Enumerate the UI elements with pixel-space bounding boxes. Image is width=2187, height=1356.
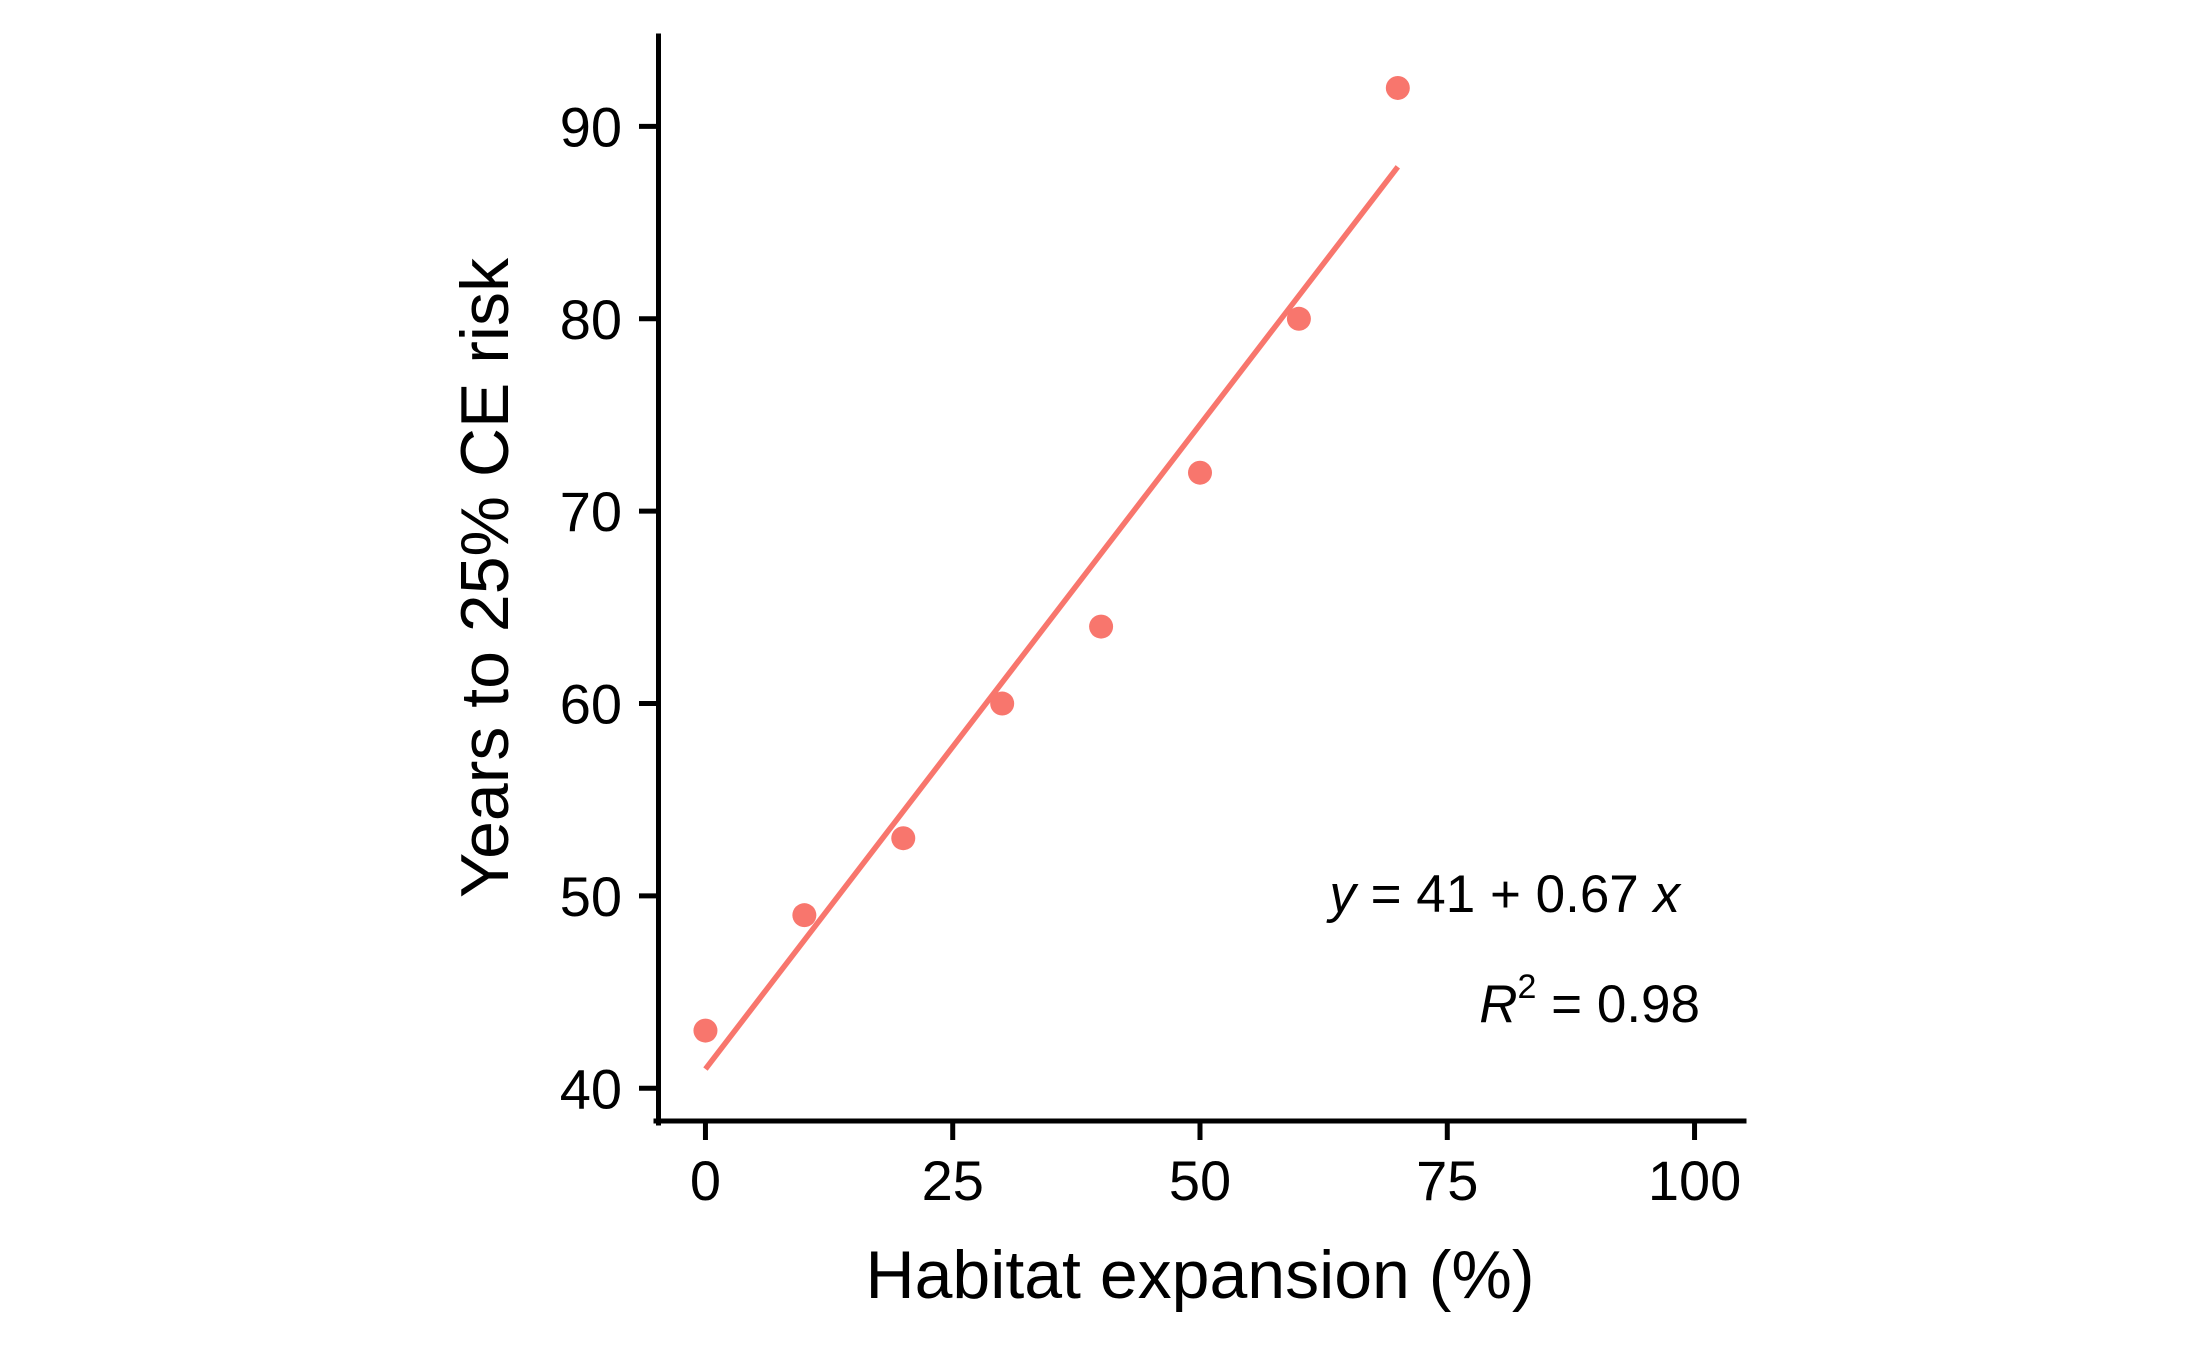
equation-rhs: = 41 + 0.67	[1356, 865, 1654, 924]
equation-x-var: x	[1651, 865, 1683, 924]
regression-equation: y = 41 + 0.67 x	[1326, 865, 1682, 924]
x-tick-label: 75	[1416, 1149, 1478, 1212]
r-squared-exponent: 2	[1518, 968, 1537, 1006]
ticks: 0 25 50 75 100 40 50 60 70 80 90	[560, 95, 1742, 1212]
r-squared-value: = 0.98	[1536, 975, 1700, 1034]
y-tick-label: 60	[560, 673, 622, 736]
y-tick-label: 40	[560, 1057, 622, 1120]
equation-y-var: y	[1326, 865, 1359, 924]
y-tick-label: 50	[560, 865, 622, 928]
data-point	[990, 691, 1015, 716]
data-point	[792, 903, 817, 928]
data-point	[891, 826, 916, 851]
data-point	[1286, 306, 1311, 331]
data-point	[693, 1018, 718, 1043]
x-axis-title: Habitat expansion (%)	[865, 1237, 1534, 1313]
axes	[653, 33, 1747, 1126]
regression-fit-line	[703, 165, 1400, 1071]
y-tick-label: 70	[560, 480, 622, 543]
x-tick-label: 50	[1169, 1149, 1231, 1212]
x-tick-label: 25	[922, 1149, 984, 1212]
r-squared-label: R2 = 0.98	[1479, 968, 1700, 1034]
points	[693, 75, 1410, 1043]
r-squared-symbol: R	[1479, 975, 1517, 1034]
y-tick-label: 80	[560, 288, 622, 351]
data-point	[1385, 75, 1410, 100]
fit-line-layer	[703, 165, 1400, 1071]
data-point	[1188, 460, 1212, 485]
y-tick-label: 90	[560, 95, 622, 158]
x-tick-label: 0	[690, 1149, 721, 1212]
y-axis-title: Years to 25% CE risk	[447, 257, 523, 898]
x-tick-label: 100	[1648, 1149, 1741, 1212]
data-point	[1089, 614, 1114, 639]
